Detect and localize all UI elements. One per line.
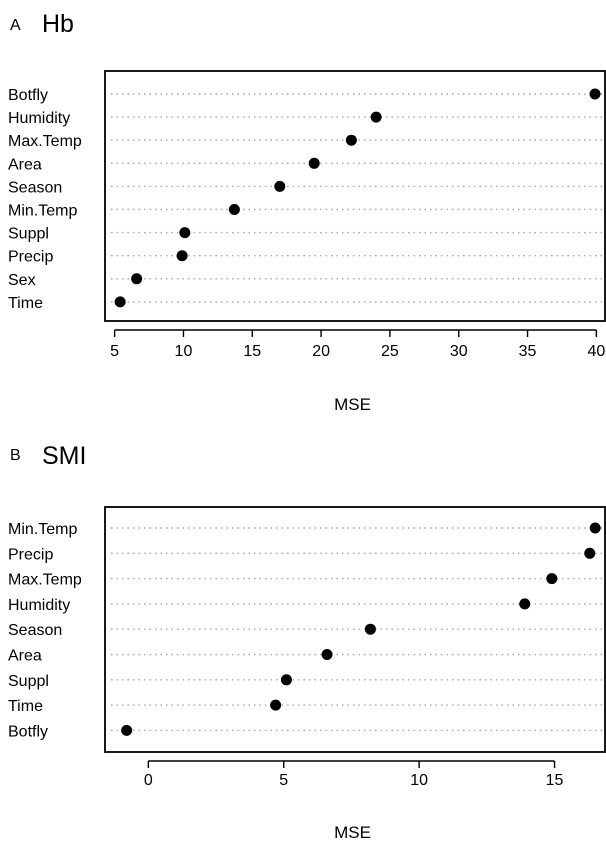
panel-hb: A Hb Botfly Humidity Max.Temp Area Season Min.T… — [8, 10, 606, 414]
category-label: Max.Temp — [8, 572, 82, 589]
category-label: Area — [8, 156, 42, 173]
data-point — [321, 649, 333, 660]
data-point — [308, 157, 320, 169]
plot-frame — [104, 70, 606, 322]
data-point — [176, 250, 188, 262]
data-point — [589, 88, 601, 100]
data-point — [270, 699, 282, 711]
x-tick-label: 15 — [546, 772, 564, 789]
data-point — [114, 296, 126, 308]
x-tick-label: 10 — [175, 343, 193, 360]
data-point — [345, 134, 357, 146]
x-tick-label: 40 — [587, 343, 605, 360]
x-axis-title: MSE — [334, 395, 371, 414]
category-label: Sex — [8, 272, 36, 289]
data-point — [131, 273, 143, 285]
x-axis-title: MSE — [334, 823, 371, 842]
data-point — [370, 111, 382, 123]
x-tick-label: 10 — [410, 772, 428, 789]
category-label: Humidity — [8, 597, 70, 614]
category-label: Time — [8, 295, 43, 312]
category-label: Botfly — [8, 723, 48, 740]
category-label: Min.Temp — [8, 521, 77, 538]
x-tick-label: 5 — [110, 343, 119, 360]
data-point — [274, 180, 286, 192]
category-label: Humidity — [8, 110, 70, 127]
data-point — [546, 573, 558, 585]
data-point — [280, 674, 292, 686]
category-label: Suppl — [8, 226, 49, 243]
data-point — [589, 522, 601, 534]
data-point — [228, 204, 240, 215]
panel-letter: B — [10, 447, 21, 464]
data-point — [584, 547, 596, 559]
plot-frame — [104, 506, 606, 753]
category-label: Max.Temp — [8, 133, 82, 150]
category-label: Season — [8, 622, 62, 639]
panel-smi: B SMI Min.Temp Precip Max.Temp Humidity Season… — [8, 442, 606, 842]
panel-title: Hb — [42, 10, 74, 38]
x-tick-label: 20 — [312, 343, 330, 360]
data-point — [179, 227, 191, 239]
category-label: Precip — [8, 249, 53, 266]
panel-title: SMI — [42, 442, 86, 470]
data-point — [519, 598, 531, 610]
category-label: Suppl — [8, 673, 49, 690]
category-label: Area — [8, 648, 42, 665]
x-tick-label: 25 — [381, 343, 399, 360]
category-label: Season — [8, 179, 62, 196]
category-label: Min.Temp — [8, 203, 77, 220]
x-tick-label: 35 — [519, 343, 537, 360]
x-tick-label: 0 — [144, 772, 153, 789]
category-label: Botfly — [8, 87, 48, 104]
category-label: Time — [8, 698, 43, 715]
data-point — [364, 623, 376, 635]
x-tick-label: 30 — [450, 343, 468, 360]
panel-letter: A — [10, 17, 21, 34]
data-point — [121, 724, 133, 736]
x-tick-label: 15 — [243, 343, 261, 360]
category-label: Precip — [8, 546, 53, 563]
x-tick-label: 5 — [279, 772, 288, 789]
